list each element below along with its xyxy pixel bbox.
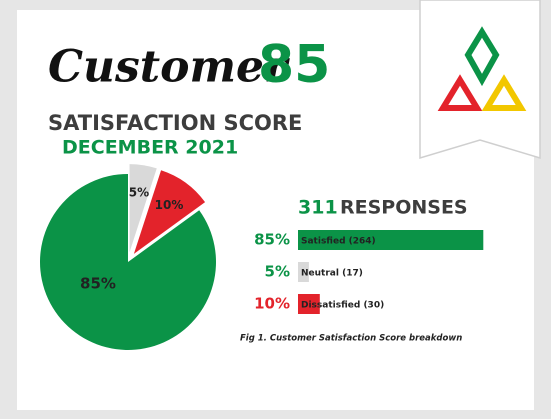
bar — [298, 262, 309, 282]
bar-value-label: 5% — [265, 263, 290, 281]
pie-slice — [129, 164, 157, 253]
bar-category: Neutral (17) — [301, 269, 363, 279]
score: 85 — [258, 35, 330, 95]
pie-slice — [40, 174, 217, 351]
bar-value-label: 85% — [254, 231, 290, 249]
pie-slice — [133, 170, 206, 254]
date: DECEMBER 2021 — [62, 137, 238, 159]
bar-category: Satisfied (264) — [301, 237, 376, 247]
logo — [419, 0, 541, 160]
caption: Fig 1. Customer Satisfaction Score break… — [240, 334, 462, 344]
bar-category: Dissatisfied (30) — [301, 301, 384, 311]
subtitle: SATISFACTION SCORE — [48, 111, 302, 135]
bar-title: RESPONSES — [340, 197, 468, 219]
bar — [298, 230, 484, 250]
slice-label: 5% — [129, 186, 149, 200]
slice-label: 85% — [80, 275, 116, 293]
bar — [298, 294, 320, 314]
title: Customer — [48, 42, 290, 93]
slice-label: 10% — [155, 198, 184, 212]
bar-header: 311 RESPONSES — [298, 197, 468, 219]
response-total: 311 — [298, 197, 338, 219]
bar-value-label: 10% — [254, 295, 290, 313]
